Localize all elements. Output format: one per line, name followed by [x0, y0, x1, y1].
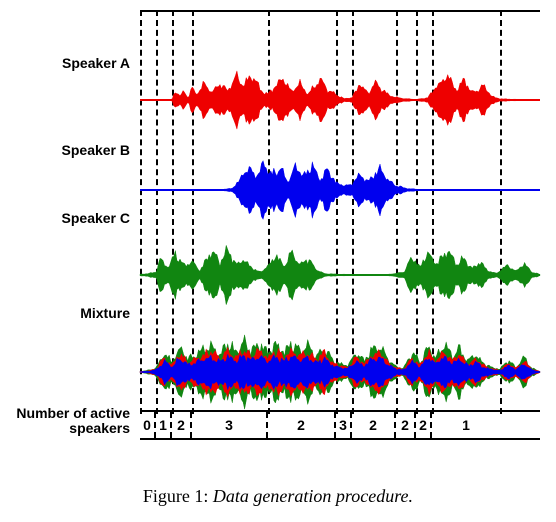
active-count-cell: 1 [156, 412, 172, 438]
waveform-speaker-c [140, 236, 540, 314]
active-count-cell: 3 [336, 412, 352, 438]
figure-caption: Figure 1: Data generation procedure. [0, 486, 556, 507]
label-speaker-c: Speaker C [10, 210, 130, 226]
waveform-speaker-a [140, 61, 540, 139]
label-mixture: Mixture [10, 305, 130, 321]
waveform-layer [140, 71, 540, 129]
waveform-layer [140, 161, 540, 220]
label-active-speakers-line1: Number of active [16, 405, 130, 421]
active-counts-row: 0123232221 [140, 410, 540, 440]
plot-area: 0123232221 [140, 10, 540, 440]
active-count-cell: 2 [396, 412, 416, 438]
top-rule [140, 10, 540, 12]
waveform-speaker-b [140, 151, 540, 229]
active-count-cell: 2 [268, 412, 336, 438]
active-count-cell: 2 [416, 412, 432, 438]
label-speaker-b: Speaker B [10, 142, 130, 158]
active-count-cell: 3 [192, 412, 268, 438]
waveform-mixture [140, 330, 540, 414]
figure-root: Speaker A Speaker B Speaker C Mixture Nu… [0, 0, 556, 522]
caption-label: Figure 1: [143, 486, 213, 506]
caption-text: Data generation procedure. [213, 486, 413, 506]
label-active-speakers-line2: speakers [69, 420, 130, 436]
label-speaker-a: Speaker A [10, 55, 130, 71]
active-count-cell: 1 [432, 412, 500, 438]
label-active-speakers: Number of active speakers [10, 406, 130, 437]
active-count-cell: 2 [352, 412, 396, 438]
active-count-cell: 2 [172, 412, 192, 438]
active-count-cell: 0 [140, 412, 156, 438]
waveform-layer [140, 245, 540, 304]
